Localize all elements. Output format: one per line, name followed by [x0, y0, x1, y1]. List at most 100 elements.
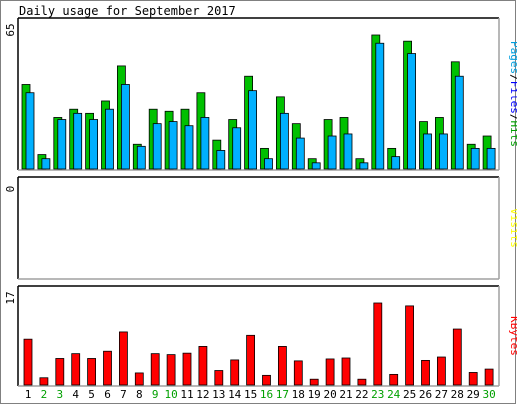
bar-kbytes-day-5	[87, 358, 96, 386]
panel-top-series-label-part-2: Files	[508, 81, 517, 114]
bar-files-day-18	[295, 137, 305, 170]
bar-kbytes-day-13	[214, 370, 224, 386]
x-label-day-6: 6	[104, 388, 111, 401]
x-axis-day-labels: 1 2 3 4 5 6 7 8 9 10 11 12 13 14 15 16 17 18 19 20 21 22 23 24 2…	[25, 388, 496, 401]
x-label-day-16: 16	[260, 388, 273, 401]
x-label-day-17: 17	[276, 388, 289, 401]
bar-kbytes-day-16	[262, 374, 271, 386]
bar-files-day-29	[470, 147, 480, 170]
chart-title: Daily usage for September 2017	[19, 4, 236, 18]
bar-files-day-3	[57, 119, 67, 170]
panel-middle-series-label: Visits	[508, 208, 517, 248]
bar-files-day-2	[41, 158, 51, 170]
x-label-day-14: 14	[228, 388, 242, 401]
x-label-day-1: 1	[25, 388, 32, 401]
bar-files-day-25	[407, 53, 417, 170]
bar-kbytes-day-20	[325, 358, 335, 386]
panel-bottom: 17 KBytes	[4, 285, 517, 387]
bar-files-day-15	[248, 90, 258, 170]
panel-top-series-label-part-0: Pages	[508, 41, 517, 74]
bar-files-day-19	[311, 162, 321, 170]
bar-files-day-21	[343, 133, 353, 170]
bar-kbytes-day-15	[246, 334, 256, 386]
panel-top-series-label-part-1: /	[508, 74, 517, 81]
bar-files-day-24	[391, 156, 401, 170]
bar-kbytes-day-4	[71, 353, 81, 386]
panel-middle-axis-max-label: 0	[4, 186, 17, 193]
bar-kbytes-day-18	[293, 360, 303, 386]
bar-kbytes-day-8	[134, 372, 144, 386]
panel-bottom-plot-area	[18, 286, 499, 386]
bar-kbytes-day-6	[103, 350, 112, 386]
bar-kbytes-day-28	[452, 328, 462, 386]
bar-files-day-8	[136, 145, 146, 170]
x-label-day-9: 9	[152, 388, 159, 401]
bar-kbytes-day-14	[230, 359, 240, 386]
bar-files-day-20	[327, 135, 337, 170]
bar-kbytes-day-27	[436, 356, 446, 386]
bar-files-day-4	[73, 112, 83, 170]
bar-files-day-22	[359, 162, 369, 170]
x-label-day-29: 29	[467, 388, 480, 401]
bar-files-day-1	[25, 92, 35, 170]
x-label-day-30: 30	[482, 388, 495, 401]
bar-files-day-10	[168, 121, 178, 170]
x-label-day-13: 13	[212, 388, 225, 401]
x-label-day-27: 27	[435, 388, 448, 401]
x-label-day-4: 4	[72, 388, 79, 401]
x-label-day-20: 20	[323, 388, 336, 401]
bar-kbytes-day-2	[39, 377, 49, 386]
panel-bottom-series-label: KBytes	[508, 316, 517, 356]
bar-files-day-12	[200, 117, 210, 170]
x-label-day-23: 23	[371, 388, 384, 401]
x-label-day-18: 18	[292, 388, 305, 401]
x-label-day-28: 28	[451, 388, 464, 401]
x-label-day-11: 11	[180, 388, 193, 401]
x-label-day-3: 3	[56, 388, 63, 401]
bar-kbytes-day-11	[182, 352, 192, 386]
bar-kbytes-day-26	[421, 359, 430, 386]
bar-files-day-11	[184, 125, 194, 170]
panel-middle: 0 Visits	[4, 176, 517, 280]
panel-top-series-label: Pages/Files/Hits	[508, 41, 517, 147]
bar-kbytes-day-25	[405, 305, 415, 386]
bar-kbytes-day-7	[119, 331, 128, 386]
bar-kbytes-day-21	[341, 357, 351, 386]
x-label-day-5: 5	[88, 388, 95, 401]
bar-kbytes-day-30	[484, 368, 494, 386]
bar-kbytes-day-10	[166, 354, 176, 386]
bar-kbytes-day-19	[309, 378, 319, 386]
x-label-day-25: 25	[403, 388, 416, 401]
bar-files-day-30	[486, 147, 496, 170]
x-label-day-22: 22	[355, 388, 368, 401]
bar-kbytes-day-3	[55, 358, 65, 386]
x-label-day-8: 8	[136, 388, 143, 401]
panel-bottom-axis-max-label: 17	[4, 291, 17, 304]
x-label-day-12: 12	[196, 388, 209, 401]
bar-kbytes-day-12	[198, 346, 208, 386]
bar-kbytes-day-22	[357, 378, 367, 386]
bar-files-day-26	[423, 133, 432, 170]
x-label-day-21: 21	[339, 388, 352, 401]
x-label-day-26: 26	[419, 388, 432, 401]
bar-files-day-5	[89, 119, 98, 170]
x-label-day-10: 10	[164, 388, 177, 401]
bar-kbytes-day-29	[468, 372, 478, 386]
bar-files-day-28	[454, 75, 464, 170]
panel-bottom-series-label-part-0: KBytes	[508, 316, 517, 356]
panel-middle-series-label-part-0: Visits	[508, 208, 517, 248]
x-label-day-2: 2	[41, 388, 48, 401]
panel-top-series-label-part-4: Hits	[508, 121, 517, 148]
panel-top-plot-area	[18, 18, 499, 170]
bar-files-day-7	[121, 84, 130, 170]
panel-top-series-label-part-3: /	[508, 114, 517, 121]
bar-files-day-9	[152, 123, 162, 170]
bar-files-day-17	[279, 112, 289, 170]
bar-kbytes-day-17	[277, 346, 287, 386]
panel-middle-plot-area	[18, 177, 499, 279]
bar-files-day-14	[232, 127, 242, 170]
